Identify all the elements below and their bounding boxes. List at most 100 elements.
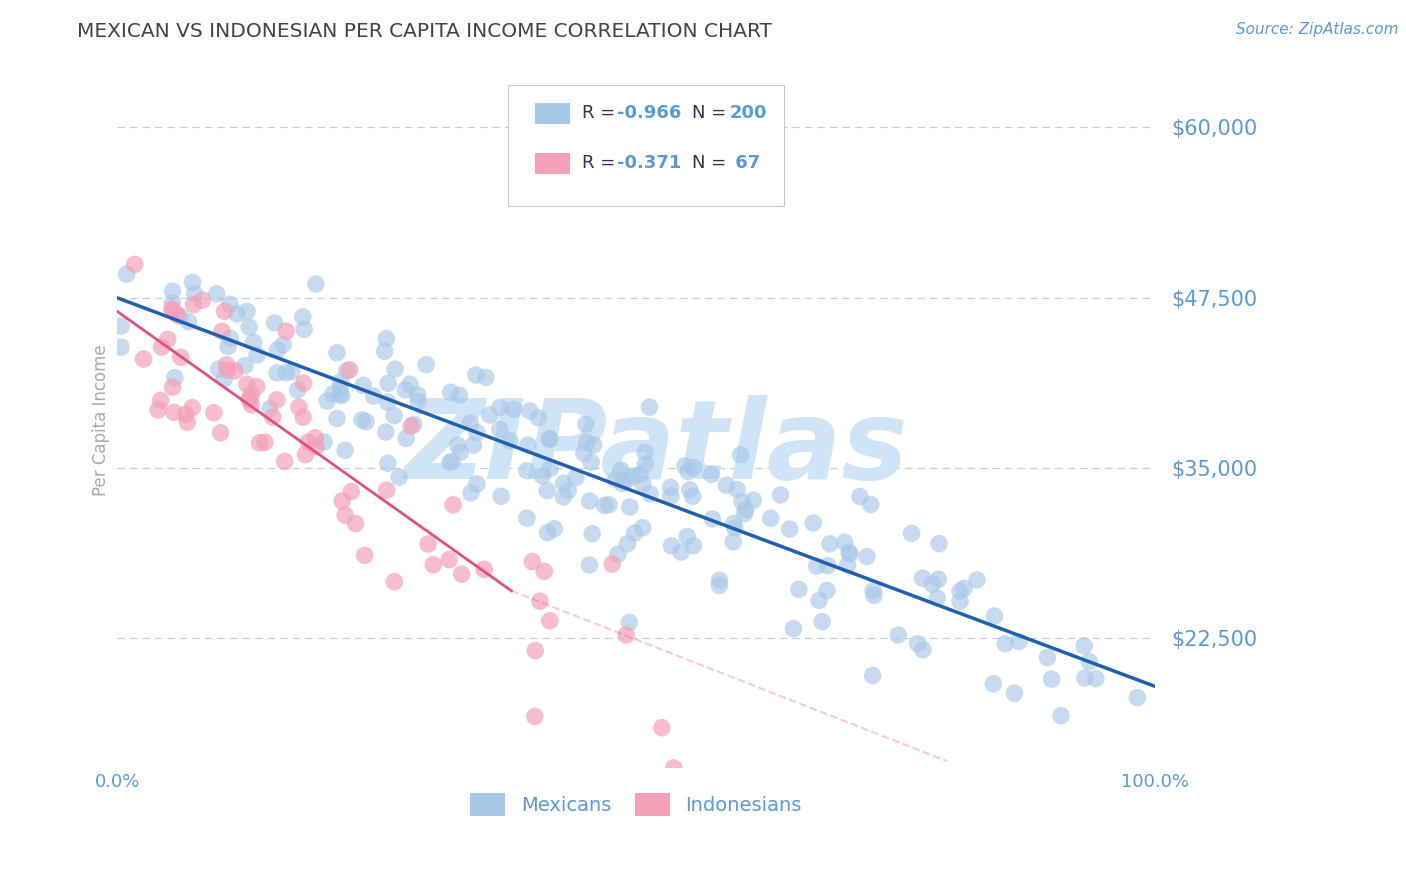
Point — [862, 583, 884, 598]
Point — [450, 567, 472, 582]
Point — [628, 467, 651, 482]
Point — [817, 558, 839, 573]
Point — [238, 392, 260, 406]
Point — [377, 456, 399, 470]
Point — [907, 637, 929, 651]
Point — [465, 425, 488, 440]
Point — [441, 498, 464, 512]
Point — [676, 530, 699, 544]
Point — [211, 324, 233, 338]
Point — [329, 375, 352, 389]
Point — [406, 388, 429, 402]
Point — [927, 572, 949, 586]
Point — [163, 405, 186, 419]
Point — [384, 362, 406, 376]
Point — [610, 463, 633, 477]
Point — [330, 389, 353, 403]
Point — [354, 415, 377, 429]
Point — [218, 297, 240, 311]
Point — [305, 440, 328, 454]
Point — [523, 709, 546, 723]
Text: N =: N = — [692, 154, 733, 172]
Point — [162, 285, 184, 299]
Point — [911, 571, 934, 585]
Point — [350, 413, 373, 427]
Point — [377, 395, 399, 409]
Point — [502, 402, 524, 417]
Point — [862, 668, 884, 682]
Point — [742, 493, 765, 508]
Point — [538, 432, 561, 446]
Point — [239, 392, 262, 407]
Point — [818, 537, 841, 551]
Point — [326, 411, 349, 425]
Point — [538, 432, 561, 446]
Point — [801, 516, 824, 530]
Point — [336, 364, 359, 378]
Point — [679, 483, 702, 497]
Point — [162, 380, 184, 394]
Point — [292, 410, 315, 425]
Point — [769, 488, 792, 502]
Point — [266, 366, 288, 380]
Point — [634, 445, 657, 459]
Point — [422, 558, 444, 572]
Point — [734, 502, 756, 516]
Point — [949, 594, 972, 608]
Point — [353, 549, 375, 563]
Point — [564, 470, 586, 484]
Point — [340, 484, 363, 499]
Point — [339, 363, 361, 377]
Point — [682, 460, 704, 475]
Point — [911, 642, 934, 657]
Point — [1004, 686, 1026, 700]
Point — [344, 516, 367, 531]
Text: R =: R = — [582, 104, 621, 122]
Point — [166, 308, 188, 322]
Point — [538, 614, 561, 628]
Point — [110, 319, 132, 334]
Point — [631, 476, 654, 491]
Point — [124, 257, 146, 271]
Point — [517, 438, 540, 452]
Point — [994, 637, 1017, 651]
Point — [304, 431, 326, 445]
Point — [575, 417, 598, 432]
Point — [253, 435, 276, 450]
Text: -0.371: -0.371 — [617, 154, 682, 172]
Point — [859, 498, 882, 512]
Point — [614, 474, 637, 488]
Point — [849, 490, 872, 504]
Point — [676, 465, 699, 479]
Point — [132, 352, 155, 367]
Point — [537, 525, 560, 540]
Point — [464, 368, 486, 382]
Point — [489, 422, 512, 436]
Point — [205, 286, 228, 301]
Point — [489, 489, 512, 503]
Point — [162, 304, 184, 318]
Point — [782, 622, 804, 636]
Point — [191, 293, 214, 308]
Point — [156, 332, 179, 346]
Point — [374, 344, 396, 359]
Point — [1040, 672, 1063, 686]
Text: R =: R = — [582, 154, 621, 172]
Point — [578, 494, 600, 508]
Point — [553, 476, 575, 491]
Point — [399, 377, 422, 392]
Point — [449, 445, 471, 459]
Point — [382, 409, 405, 423]
Point — [374, 425, 396, 439]
Point — [305, 277, 328, 291]
Point — [208, 362, 231, 376]
Point — [212, 372, 235, 386]
Point — [682, 489, 704, 503]
Point — [463, 438, 485, 452]
Point — [966, 573, 988, 587]
Point — [538, 461, 561, 475]
Point — [236, 377, 259, 392]
Point — [242, 335, 264, 350]
Point — [217, 363, 239, 377]
Point — [329, 387, 352, 401]
